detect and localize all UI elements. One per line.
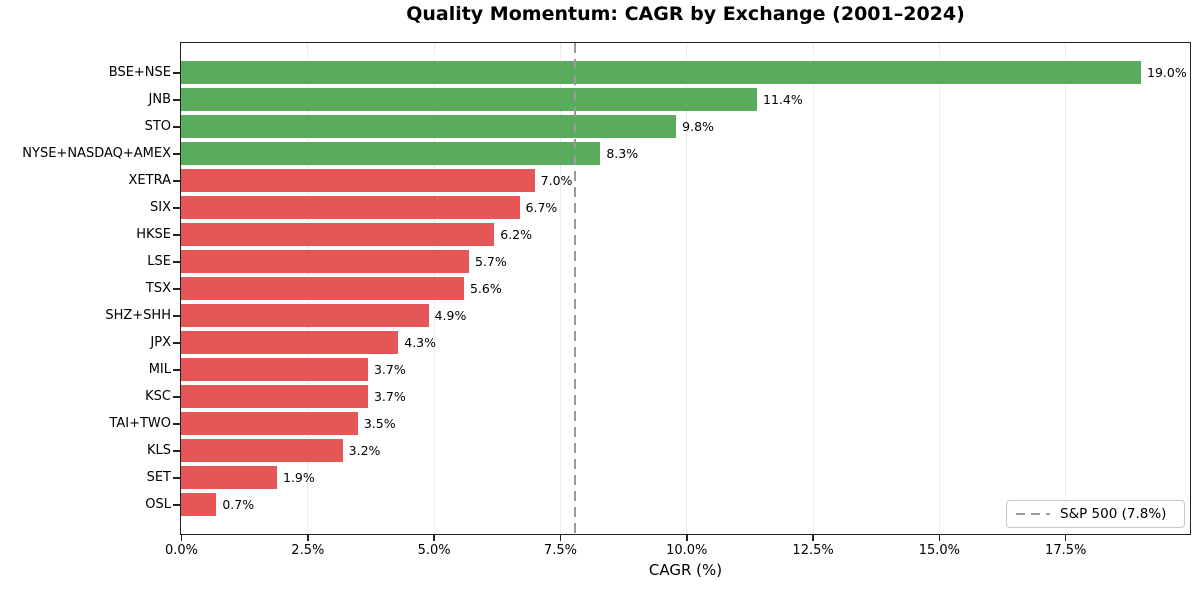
bar-value-label: 0.7%	[222, 496, 255, 512]
bar-value-label: 9.8%	[682, 118, 714, 134]
x-axis-tick-label: 0.0%	[164, 543, 199, 558]
y-tick	[172, 261, 180, 263]
bar-value-label: 3.7%	[373, 388, 406, 404]
legend: S&P 500 (7.8%)	[1006, 500, 1185, 528]
x-tick	[433, 535, 435, 541]
y-axis-label: HKSE	[136, 227, 171, 242]
y-axis-label: SHZ+SHH	[105, 308, 171, 323]
y-axis-label: TAI+TWO	[109, 416, 171, 431]
y-tick	[172, 342, 180, 344]
y-axis-label: STO	[144, 119, 171, 134]
y-tick	[172, 369, 180, 371]
y-tick	[172, 72, 180, 74]
y-axis-label: SET	[146, 470, 171, 485]
bar	[181, 412, 358, 435]
bar	[181, 466, 277, 489]
bar	[181, 88, 757, 111]
gridline	[1065, 43, 1067, 534]
bar-value-label: 6.2%	[500, 226, 533, 242]
x-tick	[938, 535, 941, 541]
gridline	[686, 43, 688, 534]
y-tick	[172, 288, 180, 290]
x-tick	[180, 535, 183, 541]
y-axis-label: SIX	[150, 200, 171, 215]
bar-value-label: 1.9%	[283, 469, 315, 485]
bar-value-label: 3.2%	[348, 442, 381, 458]
y-axis-label: NYSE+NASDAQ+AMEX	[22, 146, 171, 161]
y-axis-label: KSC	[145, 389, 171, 404]
x-tick	[1064, 535, 1067, 541]
x-axis-tick-label: 17.5%	[1045, 543, 1087, 558]
bar-value-label: 5.6%	[469, 280, 502, 296]
bar-value-label: 3.7%	[373, 361, 406, 377]
y-tick	[172, 450, 180, 452]
plot-area: 19.0% 11.4% 9.8% 8.3% 7.0% 6.7% 6.2% 5.7% 5.6% 4.…	[180, 42, 1191, 535]
bar	[181, 493, 217, 516]
y-axis-label: JPX	[150, 335, 171, 350]
x-tick	[686, 535, 688, 541]
gridline	[938, 43, 940, 534]
y-tick	[172, 477, 180, 479]
x-axis-tick-label: 10.0%	[666, 543, 708, 558]
y-axis-label: KLS	[146, 443, 171, 458]
x-axis-tick-label: 2.5%	[291, 543, 325, 558]
x-axis-tick-label: 7.5%	[543, 543, 577, 558]
bar	[181, 250, 469, 273]
x-axis-tick-label: 5.0%	[417, 543, 451, 558]
bar	[181, 169, 535, 192]
y-tick	[172, 180, 180, 182]
y-axis-label: OSL	[145, 497, 171, 512]
bar	[181, 277, 464, 300]
x-axis-label: CAGR (%)	[648, 561, 723, 579]
y-tick	[172, 423, 180, 425]
bar	[181, 439, 343, 462]
y-tick	[172, 396, 180, 398]
bar-value-label: 11.4%	[763, 91, 803, 107]
bar	[181, 196, 520, 219]
y-tick	[172, 234, 180, 236]
bar-value-label: 4.3%	[404, 334, 437, 350]
x-axis-tick-label: 12.5%	[792, 543, 834, 558]
x-axis-tick-label: 15.0%	[918, 543, 961, 558]
y-axis-label: BSE+NSE	[108, 65, 171, 80]
bar	[181, 358, 368, 381]
y-axis-label: MIL	[148, 362, 171, 377]
y-tick	[172, 126, 180, 128]
y-tick	[172, 153, 180, 155]
benchmark-line	[573, 43, 577, 534]
x-tick	[559, 535, 562, 541]
x-tick	[812, 535, 814, 541]
bar-value-label: 8.3%	[606, 145, 639, 161]
y-axis-label: TSX	[145, 281, 171, 296]
legend-label: S&P 500 (7.8%)	[1060, 506, 1167, 522]
chart-title: Quality Momentum: CAGR by Exchange (2001…	[406, 3, 965, 25]
bar	[181, 385, 368, 408]
x-tick	[307, 535, 309, 541]
bar-value-label: 4.9%	[434, 307, 467, 323]
bar	[181, 331, 399, 354]
bar-value-label: 19.0%	[1147, 64, 1187, 80]
bar-value-label: 3.5%	[363, 415, 396, 431]
gridline	[812, 43, 814, 534]
y-tick	[172, 207, 180, 209]
y-tick	[172, 99, 180, 101]
y-axis-label: XETRA	[128, 173, 171, 188]
bar-value-label: 7.0%	[540, 172, 573, 188]
bar-value-label: 5.7%	[475, 253, 507, 269]
bar-value-label: 6.7%	[525, 199, 558, 215]
bar	[181, 142, 601, 165]
y-tick	[172, 315, 180, 317]
y-axis-label: JNB	[148, 92, 171, 107]
gridline	[559, 43, 561, 534]
bar	[181, 223, 495, 246]
y-axis-label: LSE	[147, 254, 171, 269]
bar	[181, 61, 1141, 84]
dashed-line-icon	[1016, 512, 1050, 516]
bar	[181, 304, 429, 327]
bar	[181, 115, 677, 138]
y-tick	[172, 504, 180, 506]
